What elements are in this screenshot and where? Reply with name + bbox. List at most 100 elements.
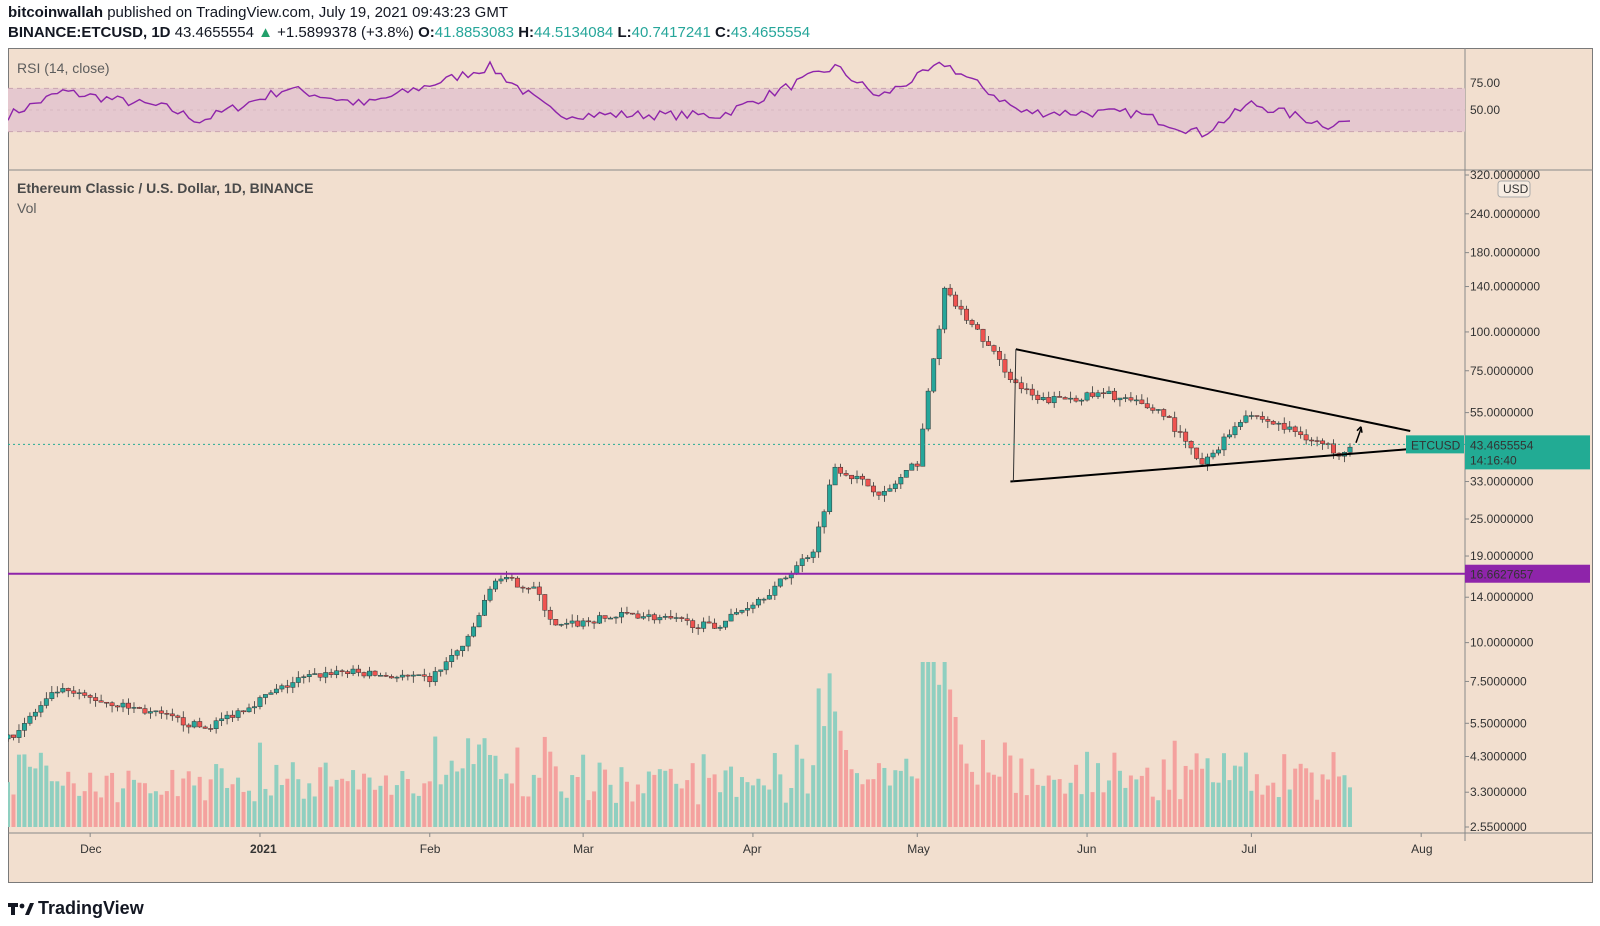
candle-body bbox=[996, 350, 1002, 360]
candle-body bbox=[416, 674, 422, 676]
open-label: O: bbox=[418, 24, 435, 41]
rsi-title[interactable]: RSI (14, close) bbox=[17, 60, 110, 76]
breakout-arrow-icon bbox=[1355, 428, 1362, 443]
candle-body bbox=[339, 670, 345, 672]
author-name[interactable]: bitcoinwallah bbox=[8, 4, 104, 21]
volume-bar bbox=[225, 787, 230, 827]
candle-body bbox=[646, 614, 652, 617]
chart-canvas[interactable]: 75.00 50.00 320.0000000 240.0000000 180.0000… bbox=[8, 48, 1593, 883]
volume-bar bbox=[126, 770, 131, 827]
candle-body bbox=[1210, 452, 1216, 458]
volume-bar bbox=[794, 744, 799, 827]
candle-body bbox=[854, 475, 860, 480]
candle-body bbox=[98, 700, 104, 703]
volume-bar bbox=[498, 779, 503, 827]
candle-body bbox=[712, 622, 718, 629]
volume-bar bbox=[964, 763, 969, 827]
candle-body bbox=[487, 588, 493, 601]
candle-body bbox=[1068, 397, 1074, 400]
symbol-tag bbox=[1406, 435, 1464, 454]
publish-info: bitcoinwallah published on TradingView.c… bbox=[8, 4, 508, 21]
volume-bar bbox=[1183, 765, 1188, 827]
volume-bar bbox=[257, 742, 262, 827]
currency-label: USD bbox=[1503, 182, 1529, 196]
volume-bar bbox=[778, 774, 783, 827]
symbol-name[interactable]: BINANCE:ETCUSD, 1D bbox=[8, 24, 171, 41]
volume-bar bbox=[268, 795, 273, 827]
candle-body bbox=[323, 672, 329, 678]
candle-body bbox=[728, 613, 734, 622]
volume-bar bbox=[1178, 799, 1183, 827]
candle-body bbox=[498, 578, 504, 582]
volume-bar bbox=[893, 770, 898, 827]
candle-body bbox=[43, 698, 49, 706]
volume-bar bbox=[66, 771, 71, 827]
candle-body bbox=[273, 688, 279, 694]
candle-body bbox=[734, 612, 739, 615]
candle-body bbox=[586, 620, 592, 623]
candle-body bbox=[569, 620, 575, 624]
candle-body bbox=[1079, 399, 1085, 402]
candle-body bbox=[1287, 426, 1293, 430]
candle-body bbox=[936, 328, 942, 360]
volume-bar bbox=[394, 785, 399, 827]
open-value: 41.8853083 bbox=[434, 24, 515, 41]
candle-body bbox=[810, 551, 816, 558]
volume-bar bbox=[1271, 782, 1276, 827]
volume-bar bbox=[247, 790, 252, 827]
volume-bar bbox=[153, 791, 158, 827]
volume-bar bbox=[882, 767, 887, 827]
candle-body bbox=[1084, 392, 1090, 401]
volume-bar bbox=[937, 684, 942, 827]
volume-bar bbox=[756, 778, 761, 827]
volume-bar bbox=[296, 779, 301, 827]
volume-bar bbox=[181, 778, 186, 827]
candle-body bbox=[1024, 388, 1030, 391]
volume-bar bbox=[1106, 780, 1111, 827]
volume-bar bbox=[1309, 772, 1314, 827]
volume-bar bbox=[630, 801, 635, 827]
volume-bar bbox=[619, 767, 624, 827]
volume-bar bbox=[1074, 764, 1079, 827]
candle-body bbox=[27, 715, 33, 724]
volume-bar bbox=[274, 764, 279, 827]
volume-bar bbox=[953, 717, 958, 827]
candle-body bbox=[443, 661, 449, 671]
volume-bar bbox=[1128, 775, 1133, 827]
candle-body bbox=[1035, 394, 1041, 400]
candle-body bbox=[191, 721, 197, 728]
volume-bar bbox=[723, 770, 728, 827]
currency-badge bbox=[1497, 180, 1531, 198]
candle-body bbox=[542, 594, 548, 611]
candle-body bbox=[969, 320, 975, 325]
candle-body bbox=[695, 627, 701, 629]
close-value: 43.4655554 bbox=[730, 24, 811, 41]
candle-body bbox=[1216, 449, 1221, 454]
candle-body bbox=[1254, 415, 1260, 417]
candle-body bbox=[32, 711, 38, 717]
volume-bar bbox=[466, 738, 471, 827]
volume-bar bbox=[449, 760, 454, 827]
volume-label[interactable]: Vol bbox=[17, 200, 37, 216]
volume-bar bbox=[789, 787, 794, 827]
volume-bar bbox=[1326, 779, 1331, 827]
price-tick-label: 25.0000000 bbox=[1470, 512, 1534, 526]
volume-bar bbox=[986, 772, 991, 827]
volume-bar bbox=[509, 783, 514, 827]
candle-body bbox=[219, 718, 225, 721]
candle-body bbox=[438, 669, 444, 672]
candle-body bbox=[1013, 379, 1019, 384]
volume-bar bbox=[909, 776, 914, 827]
candle-body bbox=[147, 711, 153, 714]
volume-bar bbox=[553, 766, 558, 827]
candle-body bbox=[197, 721, 203, 728]
volume-bar bbox=[833, 711, 838, 827]
volume-bar bbox=[1282, 754, 1287, 827]
tradingview-logo[interactable]: TradingView bbox=[8, 898, 144, 919]
volume-bar bbox=[860, 784, 865, 827]
symbol-legend: BINANCE:ETCUSD, 1D 43.4655554 ▲ +1.58993… bbox=[8, 24, 810, 41]
volume-bar bbox=[203, 800, 208, 827]
triangle-left-edge bbox=[1012, 349, 1017, 482]
candle-body bbox=[60, 688, 66, 693]
volume-bar bbox=[652, 774, 657, 827]
